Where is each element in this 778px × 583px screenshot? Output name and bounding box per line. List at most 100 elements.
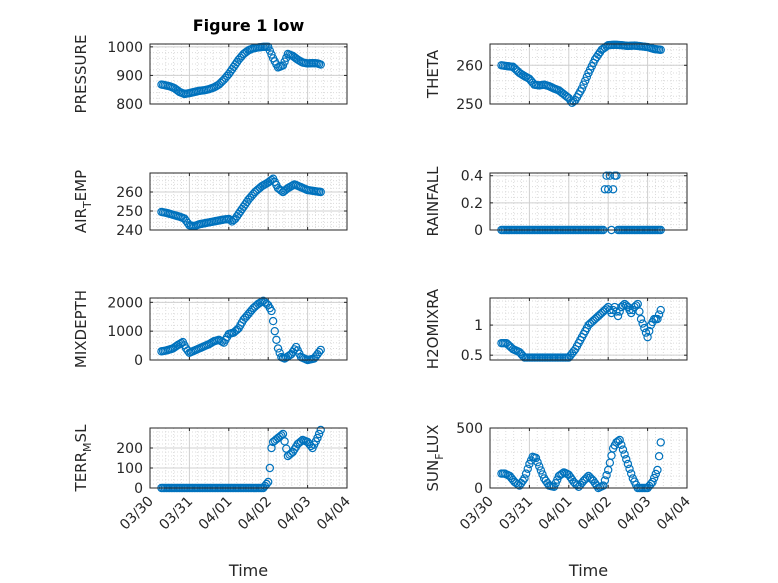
data-point <box>613 311 623 321</box>
y-tick-label: 260 <box>116 185 143 201</box>
data-point <box>264 477 273 487</box>
subplot-rainfall: 0 0.2 0.4 RAINFALL <box>424 166 688 239</box>
data-point <box>535 462 544 471</box>
data-point <box>316 345 325 355</box>
subplot-sun-flux: 0 500 03/30 03/31 04/01 04/02 04/03 04/04 Time SU… <box>424 421 694 580</box>
data-point <box>651 469 661 479</box>
data-point <box>313 433 322 443</box>
data-point <box>533 458 542 467</box>
data-point <box>612 307 621 316</box>
y-tick-label: 1000 <box>107 40 143 56</box>
axes-box <box>489 297 688 361</box>
data-point <box>272 335 281 345</box>
y-tick-label: 0 <box>134 481 143 497</box>
data-point <box>654 452 664 461</box>
y-axis-label: MIXDEPTH <box>72 290 90 368</box>
subplot-terr-msl: 0 100 200 03/30 03/31 04/01 04/02 04/03 04/04 Tim… <box>72 424 354 580</box>
data-point <box>280 57 289 66</box>
y-axis-label: PRESSURE <box>72 35 90 114</box>
data-point <box>582 473 592 482</box>
y-tick-label: 100 <box>116 461 143 477</box>
x-axis-label: Time <box>228 561 268 580</box>
axes-box <box>149 43 348 105</box>
data-point <box>536 466 546 475</box>
x-tick-label: 04/04 <box>314 493 354 533</box>
data-point <box>523 464 532 473</box>
x-tick-label: 04/01 <box>196 494 236 534</box>
y-tick-label: 0 <box>474 481 483 497</box>
data-point <box>265 46 275 55</box>
data-point <box>635 307 644 316</box>
data-point <box>273 344 283 353</box>
data-point <box>531 453 541 463</box>
data-point <box>604 185 613 194</box>
data-point <box>654 310 664 319</box>
data-point <box>267 306 276 316</box>
data-point <box>577 84 587 93</box>
y-tick-label: 800 <box>116 97 143 113</box>
data-point <box>581 76 590 85</box>
y-tick-label: 500 <box>456 421 483 437</box>
y-tick-label: 0.2 <box>461 196 483 212</box>
data-point <box>649 473 659 483</box>
data-point <box>602 171 611 180</box>
data-point <box>633 299 642 309</box>
y-tick-label: 0.4 <box>461 169 483 185</box>
data-point <box>316 425 325 435</box>
subplot-h2omixra: 0.5 1 H2OMIXRA <box>424 288 688 369</box>
data-point <box>264 42 273 52</box>
data-point <box>656 438 665 447</box>
data-point <box>636 314 646 324</box>
data-series <box>497 299 665 362</box>
data-point <box>600 185 610 194</box>
data-point <box>615 435 624 445</box>
x-tick-label: 03/30 <box>457 494 497 534</box>
y-tick-label: 0 <box>134 353 143 369</box>
y-axis-label: H2OMIXRA <box>424 288 442 369</box>
data-point <box>626 469 636 478</box>
y-tick-label: 250 <box>456 97 483 113</box>
y-axis-label: TERRMSL <box>72 424 94 493</box>
y-tick-label: 1 <box>474 318 483 334</box>
y-axis-label: SUNFLUX <box>424 425 446 492</box>
y-tick-label: 240 <box>116 223 143 239</box>
data-series <box>157 296 325 365</box>
y-tick-label: 1000 <box>107 324 143 340</box>
data-point <box>617 440 626 449</box>
data-point <box>518 476 528 485</box>
data-point <box>582 72 592 82</box>
x-tick-label: 04/02 <box>235 494 275 534</box>
axes-box <box>149 297 348 361</box>
data-point <box>605 171 615 180</box>
axes-background <box>490 173 687 230</box>
data-point <box>314 347 324 357</box>
axes-box <box>489 172 688 231</box>
data-point <box>290 345 299 354</box>
data-point <box>316 187 325 197</box>
y-tick-label: 250 <box>116 204 143 220</box>
axes-box <box>149 427 348 489</box>
y-tick-label: 2000 <box>107 295 143 311</box>
data-point <box>623 459 633 469</box>
data-point <box>608 185 618 194</box>
axes-box <box>489 43 688 105</box>
data-point <box>572 481 582 490</box>
y-axis-label: RAINFALL <box>424 166 442 237</box>
data-point <box>638 319 647 328</box>
data-point <box>653 465 662 475</box>
data-point <box>620 450 629 459</box>
y-tick-label: 260 <box>456 58 483 74</box>
x-tick-label: 03/31 <box>156 494 196 534</box>
data-point <box>267 50 276 59</box>
subplot-theta: 250 260 THETA <box>424 40 688 113</box>
x-tick-label: 04/03 <box>615 494 655 534</box>
data-point <box>270 326 279 336</box>
data-point <box>538 470 547 479</box>
data-point <box>520 474 529 483</box>
data-point <box>278 61 288 70</box>
data-point <box>653 314 662 324</box>
x-tick-label: 03/30 <box>117 494 157 534</box>
data-point <box>602 471 611 480</box>
y-tick-label: 0 <box>474 223 483 239</box>
